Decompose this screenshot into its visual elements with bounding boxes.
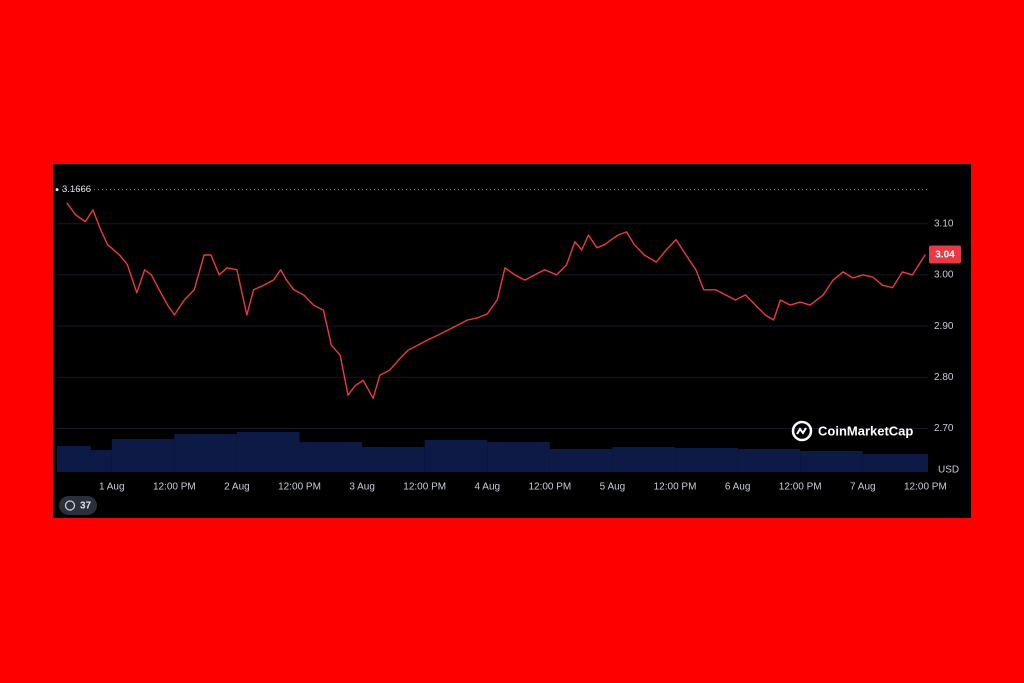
x-tick-label: 2 Aug bbox=[224, 482, 250, 493]
x-tick-label: 12:00 PM bbox=[779, 482, 822, 493]
x-tick-label: 12:00 PM bbox=[153, 482, 196, 493]
volume-bar bbox=[362, 447, 425, 472]
volume-bar bbox=[549, 449, 613, 472]
x-tick-label: 7 Aug bbox=[850, 482, 876, 493]
x-tick-label: 12:00 PM bbox=[403, 482, 446, 493]
y-unit: USD bbox=[938, 465, 959, 476]
watermark-logo bbox=[791, 420, 813, 442]
volume-bar bbox=[236, 432, 300, 472]
volume-bar bbox=[862, 454, 928, 472]
y-tick-label: 2.80 bbox=[934, 372, 954, 383]
x-tick-label: 12:00 PM bbox=[278, 482, 321, 493]
x-tick-label: 3 Aug bbox=[349, 482, 375, 493]
last-price-badge bbox=[929, 245, 961, 264]
x-tick-label: 12:00 PM bbox=[654, 482, 697, 493]
volume-layer bbox=[57, 432, 928, 472]
volume-bar bbox=[174, 434, 237, 472]
history-count[interactable]: 37 bbox=[80, 501, 92, 512]
y-tick-label: 2.70 bbox=[934, 423, 954, 434]
volume-bar bbox=[90, 450, 112, 472]
volume-bar bbox=[800, 451, 863, 472]
price-line bbox=[66, 202, 926, 399]
volume-bar bbox=[487, 442, 550, 472]
history-badge-bg[interactable] bbox=[59, 496, 97, 515]
volume-bar bbox=[57, 446, 91, 472]
volume-bar bbox=[612, 447, 676, 472]
x-tick-label: 12:00 PM bbox=[904, 482, 947, 493]
history-icon[interactable] bbox=[64, 500, 76, 511]
last-price-label: 3.04 bbox=[935, 250, 955, 261]
high-marker-label: 3.1666 bbox=[62, 184, 91, 195]
volume-bar bbox=[675, 448, 738, 472]
watermark: CoinMarketCap bbox=[791, 420, 913, 442]
x-tick-label: 5 Aug bbox=[600, 482, 626, 493]
volume-bar bbox=[299, 442, 363, 472]
volume-bar bbox=[737, 449, 801, 472]
x-tick-label: 4 Aug bbox=[474, 482, 500, 493]
x-tick-label: 6 Aug bbox=[725, 482, 751, 493]
x-tick-label: 1 Aug bbox=[99, 482, 125, 493]
x-tick-label: 12:00 PM bbox=[528, 482, 571, 493]
y-tick-label: 3.10 bbox=[934, 218, 954, 229]
volume-bar bbox=[424, 440, 488, 472]
high-marker-dot bbox=[55, 188, 59, 192]
grid-layer bbox=[57, 223, 928, 429]
y-tick-label: 2.90 bbox=[934, 321, 954, 332]
watermark-text: CoinMarketCap bbox=[818, 423, 913, 438]
y-tick-label: 3.00 bbox=[934, 270, 954, 281]
history-badge[interactable]: 37 bbox=[59, 496, 97, 515]
watermark-logo-wave bbox=[796, 427, 807, 435]
volume-bar bbox=[111, 439, 175, 472]
